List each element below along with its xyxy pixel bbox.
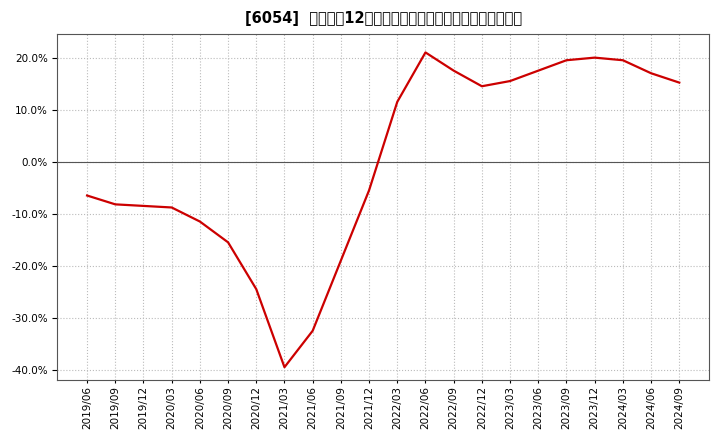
Title: [6054]  売上高の12か月移動合計の対前年同期増減率の推移: [6054] 売上高の12か月移動合計の対前年同期増減率の推移 — [245, 11, 522, 26]
